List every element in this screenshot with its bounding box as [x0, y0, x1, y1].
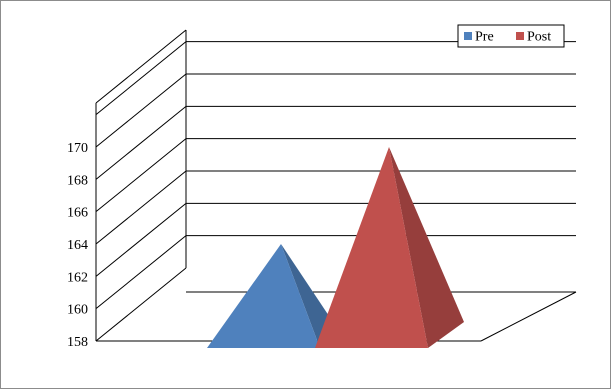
floor-right-edge: [480, 291, 577, 342]
y-tick-label: 162: [67, 270, 88, 285]
y-tick-label: 166: [67, 206, 88, 221]
pyramid-side-pre: [281, 244, 333, 348]
gridline-side-164: [95, 170, 187, 245]
gridline-side-166: [95, 138, 187, 213]
gridline-side-170: [95, 73, 187, 148]
gridline-side-160: [95, 235, 187, 310]
gridline-side-168: [95, 105, 187, 180]
y-axis-ticks: 158 160 162 164 166 168 170: [67, 141, 88, 350]
y-tick-label: 164: [67, 238, 88, 253]
y-tick-label: 168: [67, 173, 88, 188]
legend-swatch-pre: [464, 32, 472, 40]
y-tick-label: 170: [67, 141, 88, 156]
y-tick-label: 160: [67, 303, 88, 318]
pyramid-side-post: [389, 147, 464, 348]
gridline-side-172: [95, 41, 187, 116]
legend-swatch-post: [516, 32, 524, 40]
floor-side-edge: [95, 267, 187, 342]
gridlines: [95, 41, 576, 342]
legend-label-post: Post: [527, 30, 551, 45]
gridline-side-162: [95, 202, 187, 277]
side-wall-top-edge: [95, 29, 187, 104]
legend-label-pre: Pre: [475, 30, 494, 45]
pyramid-marks: [207, 147, 464, 348]
legend-box: [457, 24, 565, 48]
y-tick-label: 158: [67, 335, 88, 350]
legend: Pre Post: [457, 24, 565, 48]
pyramid-pre: [207, 244, 320, 348]
pyramid-post: [315, 147, 428, 348]
